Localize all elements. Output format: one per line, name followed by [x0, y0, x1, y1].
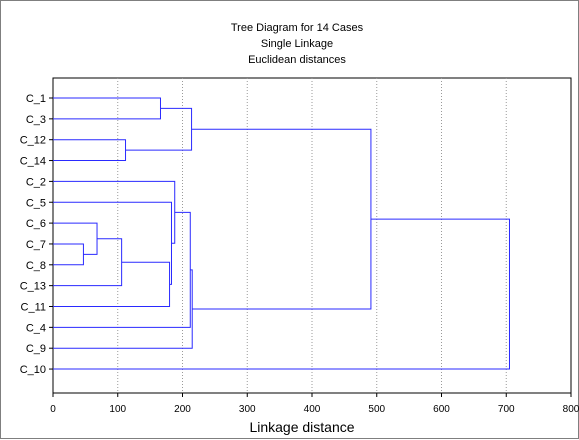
x-tick-label: 700 [498, 404, 515, 415]
case-label: C_10 [20, 364, 46, 376]
merge-J-K [191, 128, 372, 310]
case-label: C_7 [26, 239, 46, 251]
case-label: C_5 [26, 197, 46, 209]
merge-L-C_10 [53, 218, 510, 370]
case-label: C_13 [20, 281, 46, 293]
x-tick-label: 800 [563, 404, 579, 415]
merge-C_6-A [53, 222, 98, 255]
case-label: C_3 [26, 114, 46, 126]
case-label: C_4 [26, 322, 46, 334]
x-axis-ticks: 0 100 200 300 400 500 600 700 800 [50, 393, 579, 415]
chart-title-block: Tree Diagram for 14 Cases Single Linkage… [231, 22, 364, 66]
grid-lines [117, 78, 507, 393]
x-tick-label: 0 [50, 404, 56, 415]
x-tick-label: 400 [304, 404, 321, 415]
chart-subtitle-distance: Euclidean distances [248, 54, 346, 66]
dendrogram-lines [53, 97, 510, 370]
case-label: C_2 [26, 176, 46, 188]
x-axis-title: Linkage distance [249, 419, 354, 435]
chart-subtitle-linkage: Single Linkage [261, 38, 333, 50]
merge-C_1-C_3 [53, 97, 161, 120]
chart-title: Tree Diagram for 14 Cases [231, 22, 364, 34]
case-label: C_8 [26, 260, 46, 272]
case-label: C_1 [26, 93, 46, 105]
case-label: C_11 [21, 302, 46, 314]
merge-B-C_13 [53, 238, 123, 287]
x-tick-label: 100 [109, 404, 126, 415]
x-tick-label: 300 [239, 404, 256, 415]
case-label: C_12 [20, 135, 46, 147]
merge-C_2-G [53, 180, 176, 244]
case-label: C_9 [26, 343, 46, 355]
merge-E-D [125, 107, 193, 151]
case-labels: C_1 C_3 C_12 C_14 C_2 C_5 C_6 C_7 C_8 C_13 C_11 C_4… [20, 93, 53, 376]
merge-C_12-C_14 [53, 139, 127, 162]
x-tick-label: 600 [433, 404, 450, 415]
case-label: C_6 [26, 218, 46, 230]
case-label: C_14 [20, 156, 46, 168]
merge-C-C_11 [53, 261, 171, 307]
merge-C_7-C_8 [53, 243, 84, 266]
merge-C_5-F [53, 201, 172, 285]
x-tick-label: 200 [174, 404, 191, 415]
x-tick-label: 500 [368, 404, 385, 415]
